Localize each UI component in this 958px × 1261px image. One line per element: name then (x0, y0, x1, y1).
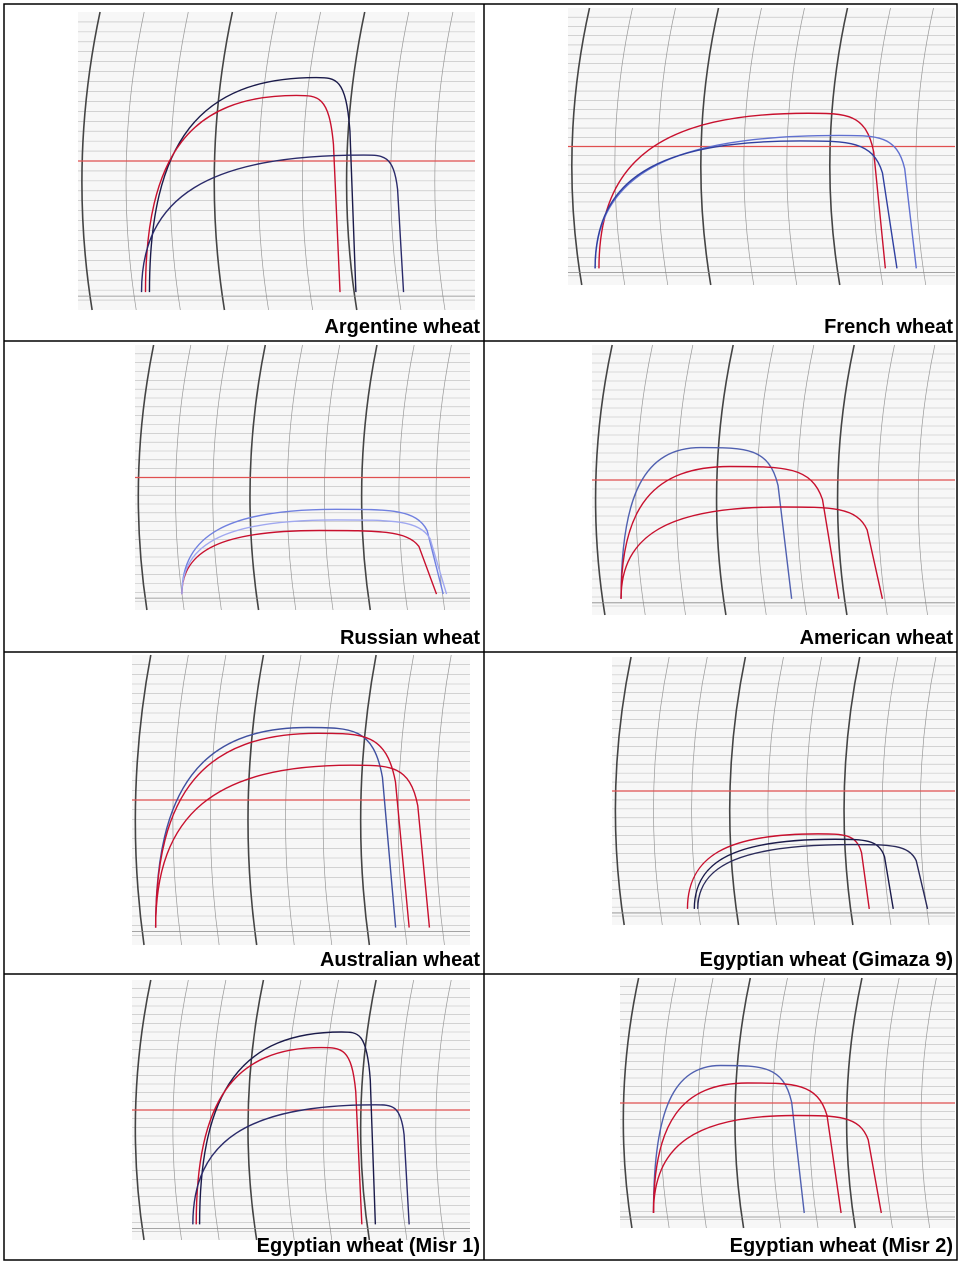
cell-label: French wheat (824, 316, 953, 338)
extensogram-scan (612, 657, 955, 925)
extensogram-scan (132, 980, 470, 1240)
cell-label: Australian wheat (320, 949, 480, 971)
cell-label: Egyptian wheat (Misr 1) (257, 1235, 480, 1257)
extensogram-scan (78, 12, 475, 310)
extensogram-scan (132, 655, 470, 945)
extensogram-scan (135, 345, 470, 610)
cell-label: Egyptian wheat (Misr 2) (730, 1235, 953, 1257)
extensogram-scan (568, 8, 955, 285)
scans (78, 8, 955, 1240)
cell-label: American wheat (800, 627, 954, 649)
cell-label: Russian wheat (340, 627, 480, 649)
extensogram-scan (620, 978, 955, 1228)
cell-label: Argentine wheat (324, 316, 480, 338)
figure: Argentine wheat French wheat Russian wheat… (0, 0, 958, 1261)
extensogram-scan (592, 345, 955, 615)
cell-label: Egyptian wheat (Gimaza 9) (700, 949, 953, 971)
